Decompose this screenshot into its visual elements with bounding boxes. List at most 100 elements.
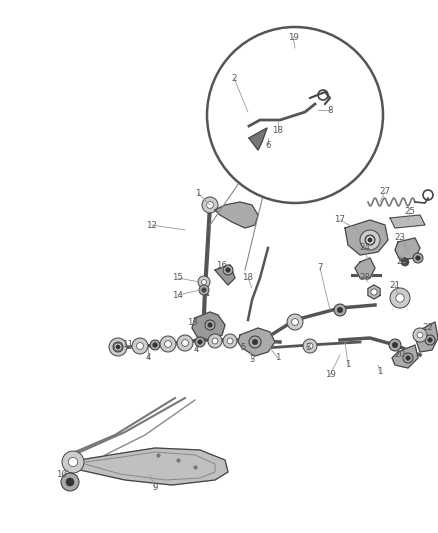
Circle shape (402, 353, 412, 363)
Circle shape (114, 343, 121, 351)
Text: 26: 26 (396, 257, 406, 266)
Circle shape (61, 473, 79, 491)
Polygon shape (389, 215, 424, 228)
Text: 1: 1 (376, 367, 382, 376)
Circle shape (159, 336, 176, 352)
Circle shape (225, 268, 230, 272)
Circle shape (116, 345, 120, 349)
Circle shape (302, 339, 316, 353)
Circle shape (252, 113, 262, 123)
Circle shape (389, 288, 409, 308)
Text: 4: 4 (193, 345, 198, 354)
Polygon shape (367, 285, 379, 299)
Polygon shape (237, 328, 274, 356)
Text: 10: 10 (57, 471, 67, 480)
Text: 19: 19 (324, 370, 335, 379)
Circle shape (201, 288, 206, 292)
Text: 22: 22 (421, 324, 432, 333)
Circle shape (303, 108, 306, 112)
Text: 7: 7 (317, 263, 322, 272)
Text: 14: 14 (172, 290, 183, 300)
Circle shape (206, 201, 213, 208)
Circle shape (212, 338, 217, 344)
Circle shape (205, 320, 215, 330)
Circle shape (276, 115, 283, 121)
Text: 18: 18 (242, 273, 253, 282)
Text: 18: 18 (272, 125, 283, 134)
Text: 3: 3 (304, 343, 310, 352)
Circle shape (152, 343, 157, 348)
Circle shape (412, 253, 422, 263)
Circle shape (364, 235, 374, 245)
Text: 20: 20 (394, 351, 405, 359)
Circle shape (177, 335, 193, 351)
Circle shape (395, 294, 403, 302)
Text: 13: 13 (187, 319, 198, 327)
Circle shape (207, 323, 212, 327)
Circle shape (415, 256, 419, 260)
Circle shape (223, 265, 233, 275)
Circle shape (300, 106, 308, 114)
Circle shape (333, 304, 345, 316)
Circle shape (392, 291, 406, 305)
Circle shape (201, 279, 206, 285)
Circle shape (248, 336, 261, 348)
Circle shape (255, 116, 260, 120)
Text: 9: 9 (152, 483, 157, 492)
Circle shape (416, 332, 422, 338)
Circle shape (132, 338, 148, 354)
Circle shape (198, 276, 209, 288)
Circle shape (388, 339, 400, 351)
Circle shape (424, 335, 434, 345)
Text: 19: 19 (287, 33, 298, 42)
Circle shape (392, 342, 397, 348)
Text: 17: 17 (334, 215, 345, 224)
Polygon shape (248, 128, 266, 150)
Text: 24: 24 (359, 244, 370, 253)
Text: 1: 1 (275, 353, 280, 362)
Polygon shape (215, 265, 234, 285)
Text: 16: 16 (216, 261, 227, 270)
Circle shape (150, 340, 159, 350)
Text: 8: 8 (326, 106, 332, 115)
Circle shape (301, 107, 307, 114)
Polygon shape (215, 202, 258, 228)
Circle shape (198, 285, 208, 295)
Circle shape (249, 110, 265, 126)
Text: 12: 12 (146, 221, 157, 230)
Circle shape (181, 340, 188, 346)
Circle shape (208, 334, 222, 348)
Text: 15: 15 (172, 273, 183, 282)
Circle shape (365, 236, 373, 244)
Circle shape (370, 289, 376, 295)
Polygon shape (391, 345, 417, 368)
Text: 2: 2 (231, 74, 236, 83)
Text: 1: 1 (344, 360, 350, 369)
Circle shape (405, 356, 410, 360)
Polygon shape (68, 448, 227, 485)
Circle shape (254, 115, 261, 122)
Circle shape (359, 230, 379, 250)
Circle shape (297, 102, 312, 118)
Circle shape (306, 343, 312, 349)
Circle shape (272, 111, 286, 125)
Circle shape (367, 238, 371, 243)
Text: 3: 3 (249, 356, 254, 365)
Circle shape (136, 343, 143, 349)
Circle shape (336, 308, 342, 313)
Text: 4: 4 (145, 353, 150, 362)
Circle shape (223, 334, 237, 348)
Text: 11: 11 (122, 341, 133, 350)
Circle shape (66, 478, 74, 486)
Circle shape (207, 27, 382, 203)
Circle shape (201, 197, 218, 213)
Text: 27: 27 (378, 188, 390, 197)
Circle shape (197, 340, 202, 344)
Circle shape (62, 451, 84, 473)
Circle shape (412, 328, 426, 342)
Circle shape (291, 319, 298, 325)
Polygon shape (394, 238, 419, 260)
Circle shape (286, 314, 302, 330)
Text: 23: 23 (394, 233, 405, 243)
Circle shape (226, 338, 233, 344)
